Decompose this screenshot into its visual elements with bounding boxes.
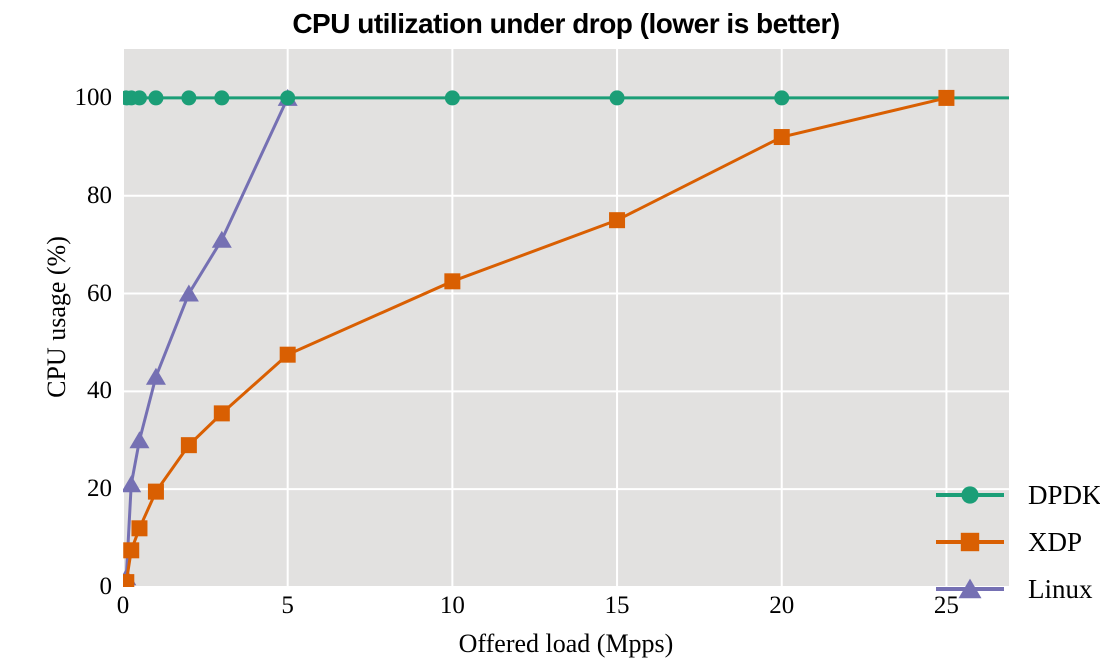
circle-marker bbox=[148, 90, 164, 106]
chart-title: CPU utilization under drop (lower is bet… bbox=[292, 8, 840, 39]
square-marker bbox=[444, 273, 461, 290]
triangle-marker bbox=[145, 367, 166, 385]
y-tick-label: 100 bbox=[74, 83, 113, 111]
circle-marker bbox=[444, 90, 460, 106]
circle-marker bbox=[280, 90, 296, 106]
y-tick-label: 20 bbox=[87, 475, 112, 503]
x-tick-label: 25 bbox=[933, 592, 959, 619]
square-marker bbox=[609, 212, 626, 229]
legend-label: Linux bbox=[1028, 573, 1093, 604]
x-tick-label: 15 bbox=[604, 592, 630, 619]
plot-canvas bbox=[123, 49, 1009, 587]
square-marker bbox=[147, 483, 164, 500]
legend-label: XDP bbox=[1028, 526, 1083, 557]
x-tick-label: 10 bbox=[439, 592, 465, 619]
y-axis-label: CPU usage (%) bbox=[42, 236, 71, 398]
legend-sample-xdp bbox=[936, 532, 1004, 551]
series-line-xdp bbox=[124, 96, 947, 583]
x-axis-label: Offered load (Mpps) bbox=[458, 629, 674, 658]
x-tick-label: 0 bbox=[116, 592, 130, 619]
y-tick-label: 60 bbox=[87, 279, 112, 307]
square-marker bbox=[123, 542, 140, 559]
square-marker bbox=[960, 532, 980, 551]
legend: DPDK XDP Linux bbox=[936, 471, 1100, 612]
legend-entry-xdp: XDP bbox=[936, 518, 1100, 565]
triangle-marker bbox=[211, 230, 232, 248]
circle-marker bbox=[131, 90, 147, 106]
x-tick-label: 20 bbox=[769, 592, 795, 619]
square-marker bbox=[279, 346, 296, 363]
triangle-marker bbox=[129, 431, 150, 449]
legend-label: DPDK bbox=[1028, 479, 1100, 510]
legend-sample-linux bbox=[936, 578, 1004, 598]
square-marker bbox=[131, 520, 148, 537]
circle-marker bbox=[181, 90, 197, 106]
legend-sample-dpdk bbox=[936, 485, 1004, 504]
square-marker bbox=[123, 574, 135, 587]
circle-marker bbox=[774, 90, 790, 106]
triangle-marker bbox=[178, 284, 199, 302]
plot-area: DPDK XDP Linux bbox=[123, 49, 1100, 604]
triangle-marker bbox=[123, 475, 142, 493]
square-marker bbox=[213, 405, 230, 422]
legend-entry-dpdk: DPDK bbox=[936, 471, 1100, 518]
circle-marker bbox=[609, 90, 625, 106]
y-tick-label: 80 bbox=[87, 181, 112, 209]
circle-marker bbox=[214, 90, 230, 106]
circle-marker bbox=[961, 485, 979, 504]
y-tick-label: 0 bbox=[99, 573, 113, 600]
legend-entry-linux: Linux bbox=[936, 565, 1100, 612]
triangle-marker bbox=[958, 578, 982, 598]
y-tick-label: 40 bbox=[87, 377, 112, 405]
x-tick-label: 5 bbox=[281, 592, 294, 619]
square-marker bbox=[938, 89, 955, 106]
square-marker bbox=[180, 437, 197, 454]
square-marker bbox=[773, 129, 790, 146]
